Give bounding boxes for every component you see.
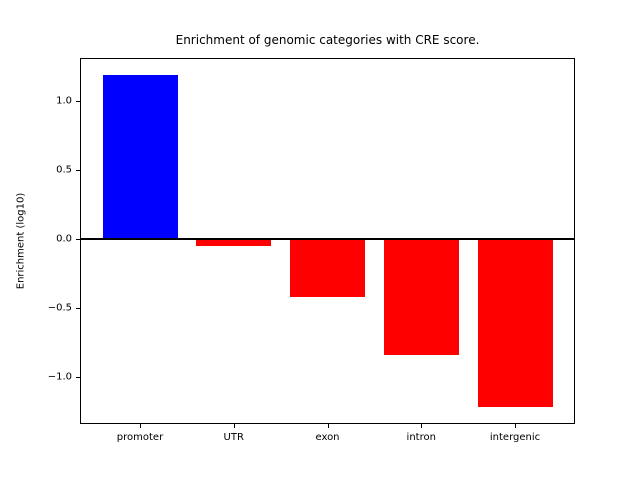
y-tick-label: −1.0 bbox=[47, 371, 72, 383]
y-tick-mark bbox=[76, 377, 80, 379]
x-tick-mark bbox=[515, 424, 516, 428]
zero-line bbox=[80, 237, 575, 240]
y-tick-mark bbox=[76, 307, 80, 309]
x-tick-mark bbox=[421, 424, 423, 428]
y-axis-label: Enrichment (log10) bbox=[15, 192, 27, 290]
bar-exon bbox=[290, 238, 365, 297]
y-tick-mark bbox=[76, 238, 80, 240]
x-tick-label: promoter bbox=[116, 432, 164, 443]
chart-title: Enrichment of genomic categories with CR… bbox=[175, 33, 480, 47]
y-tick-mark bbox=[76, 100, 80, 102]
bar-UTR bbox=[196, 238, 272, 246]
x-tick-label: intergenic bbox=[489, 432, 541, 443]
x-tick-mark bbox=[140, 424, 141, 428]
bar-intergenic bbox=[477, 238, 553, 408]
bar-intron bbox=[383, 238, 459, 355]
x-tick-label: UTR bbox=[223, 432, 244, 443]
plot-area: promoter UTR exon intron intergenic 1.0 0.5 0.0… bbox=[48, 58, 575, 443]
y-tick-label: 1.0 bbox=[56, 95, 72, 107]
y-tick-label: 0.0 bbox=[56, 233, 72, 245]
y-tick-mark bbox=[76, 169, 80, 171]
x-tick-mark bbox=[327, 424, 329, 428]
y-tick-label: 0.5 bbox=[56, 164, 72, 176]
x-tick-label: exon bbox=[315, 432, 340, 443]
bar-promoter bbox=[102, 74, 178, 239]
x-tick-label: intron bbox=[406, 432, 436, 443]
y-tick-label: −0.5 bbox=[47, 302, 72, 314]
x-tick-mark bbox=[233, 424, 235, 428]
